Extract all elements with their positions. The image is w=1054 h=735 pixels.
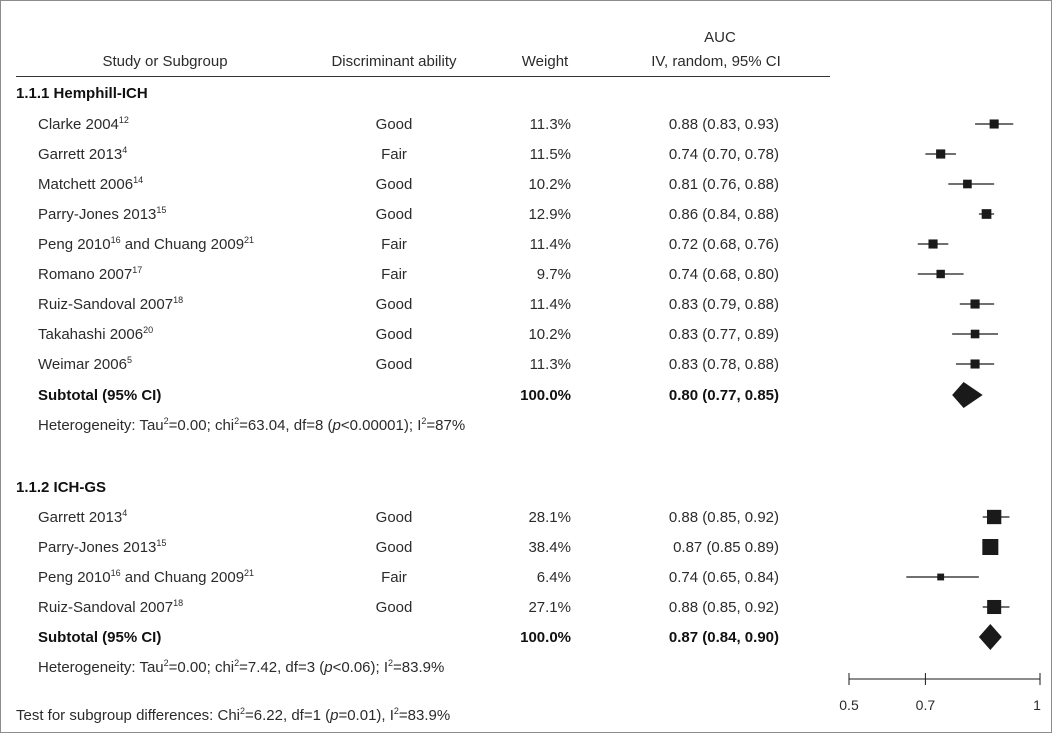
weight-cell: 11.4% bbox=[529, 296, 571, 313]
study-name: Parry-Jones 201315 bbox=[38, 538, 167, 557]
study-marker bbox=[987, 599, 1002, 615]
study-name: Parry-Jones 201315 bbox=[38, 205, 167, 224]
ci-cell: 0.74 (0.65, 0.84) bbox=[668, 569, 779, 586]
weight-cell: 9.7% bbox=[536, 266, 571, 283]
header-rule bbox=[16, 76, 830, 77]
study-name: Ruiz-Sandoval 200718 bbox=[38, 295, 184, 314]
ability-cell: Good bbox=[375, 116, 413, 133]
ability-cell: Good bbox=[375, 509, 413, 526]
ability-cell: Fair bbox=[381, 569, 407, 586]
ability-cell: Good bbox=[375, 356, 413, 373]
subtotal-ci: 0.87 (0.84, 0.90) bbox=[668, 629, 779, 646]
header-ability: Discriminant ability bbox=[331, 53, 457, 70]
study-name: Takahashi 200620 bbox=[38, 325, 154, 344]
ci-cell: 0.83 (0.78, 0.88) bbox=[668, 356, 779, 373]
ability-cell: Good bbox=[375, 539, 413, 556]
study-name: Peng 201016 and Chuang 200921 bbox=[38, 235, 255, 254]
ci-cell: 0.74 (0.68, 0.80) bbox=[668, 266, 779, 283]
study-marker bbox=[987, 509, 1002, 525]
weight-cell: 11.3% bbox=[529, 356, 571, 373]
subtotal-weight: 100.0% bbox=[520, 387, 571, 404]
subtotal-diamond bbox=[978, 624, 1002, 650]
header-study: Study or Subgroup bbox=[102, 53, 228, 70]
ability-cell: Fair bbox=[381, 266, 407, 283]
weight-cell: 27.1% bbox=[528, 599, 571, 616]
weight-cell: 38.4% bbox=[528, 539, 571, 556]
ci-cell: 0.72 (0.68, 0.76) bbox=[668, 236, 779, 253]
weight-cell: 10.2% bbox=[528, 326, 571, 343]
heterogeneity-text: Heterogeneity: Tau2=0.00; chi2=7.42, df=… bbox=[38, 658, 445, 677]
study-marker bbox=[989, 119, 999, 129]
ci-cell: 0.86 (0.84, 0.88) bbox=[668, 206, 779, 223]
study-marker bbox=[970, 329, 980, 339]
ci-cell: 0.87 (0.85 0.89) bbox=[673, 539, 779, 556]
study-name: Clarke 200412 bbox=[38, 115, 129, 134]
x-tick-label: 0.7 bbox=[916, 697, 936, 713]
subtotal-label: Subtotal (95% CI) bbox=[38, 629, 162, 646]
group-title-ichgs: 1.1.2 ICH-GS bbox=[16, 479, 107, 496]
ability-cell: Fair bbox=[381, 236, 407, 253]
weight-cell: 28.1% bbox=[528, 509, 571, 526]
weight-cell: 11.4% bbox=[529, 236, 571, 253]
ci-cell: 0.88 (0.85, 0.92) bbox=[668, 599, 779, 616]
ability-cell: Good bbox=[375, 206, 413, 223]
weight-cell: 12.9% bbox=[528, 206, 571, 223]
study-marker bbox=[936, 269, 945, 279]
study-name: Peng 201016 and Chuang 200921 bbox=[38, 568, 255, 587]
weight-cell: 11.5% bbox=[529, 146, 571, 163]
study-name: Garrett 20134 bbox=[38, 145, 128, 164]
study-marker bbox=[970, 359, 980, 369]
ability-cell: Good bbox=[375, 599, 413, 616]
ci-cell: 0.83 (0.79, 0.88) bbox=[668, 296, 779, 313]
x-tick-label: 1 bbox=[1033, 697, 1041, 713]
study-name: Matchett 200614 bbox=[38, 175, 144, 194]
weight-cell: 11.3% bbox=[529, 116, 571, 133]
study-marker bbox=[936, 149, 946, 159]
study-name: Weimar 20065 bbox=[38, 355, 132, 374]
subgroup-test-text: Test for subgroup differences: Chi2=6.22… bbox=[16, 706, 451, 725]
study-name: Ruiz-Sandoval 200718 bbox=[38, 598, 184, 617]
ci-cell: 0.74 (0.70, 0.78) bbox=[668, 146, 779, 163]
header-auc-method: IV, random, 95% CI bbox=[651, 53, 781, 70]
ability-cell: Fair bbox=[381, 146, 407, 163]
weight-cell: 6.4% bbox=[536, 569, 571, 586]
ability-cell: Good bbox=[375, 326, 413, 343]
subtotal-weight: 100.0% bbox=[520, 629, 571, 646]
ci-cell: 0.81 (0.76, 0.88) bbox=[668, 176, 779, 193]
ci-cell: 0.88 (0.85, 0.92) bbox=[668, 509, 779, 526]
header-weight: Weight bbox=[521, 53, 569, 70]
ci-cell: 0.83 (0.77, 0.89) bbox=[668, 326, 779, 343]
heterogeneity-text: Heterogeneity: Tau2=0.00; chi2=63.04, df… bbox=[38, 416, 466, 435]
study-marker bbox=[982, 539, 999, 555]
study-name: Romano 200717 bbox=[38, 265, 143, 284]
subtotal-label: Subtotal (95% CI) bbox=[38, 387, 162, 404]
study-marker bbox=[981, 209, 992, 219]
study-marker bbox=[970, 299, 980, 309]
ability-cell: Good bbox=[375, 296, 413, 313]
group-title-hemphill: 1.1.1 Hemphill-ICH bbox=[16, 85, 148, 102]
ci-cell: 0.88 (0.83, 0.93) bbox=[668, 116, 779, 133]
study-marker bbox=[928, 239, 938, 249]
study-marker bbox=[937, 573, 945, 581]
subtotal-ci: 0.80 (0.77, 0.85) bbox=[668, 387, 779, 404]
ability-cell: Good bbox=[375, 176, 413, 193]
x-tick-label: 0.5 bbox=[839, 697, 859, 713]
study-marker bbox=[963, 179, 972, 189]
weight-cell: 10.2% bbox=[528, 176, 571, 193]
study-name: Garrett 20134 bbox=[38, 508, 128, 527]
subtotal-diamond bbox=[952, 382, 983, 408]
header-auc: AUC bbox=[704, 29, 736, 46]
